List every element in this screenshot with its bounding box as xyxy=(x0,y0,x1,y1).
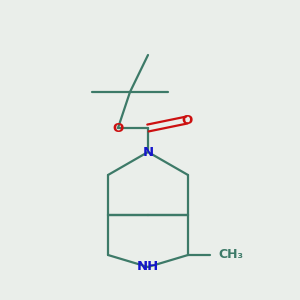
Text: O: O xyxy=(112,122,124,134)
Text: N: N xyxy=(142,146,154,158)
Text: CH₃: CH₃ xyxy=(218,248,243,262)
Text: NH: NH xyxy=(137,260,159,274)
Text: O: O xyxy=(182,113,193,127)
